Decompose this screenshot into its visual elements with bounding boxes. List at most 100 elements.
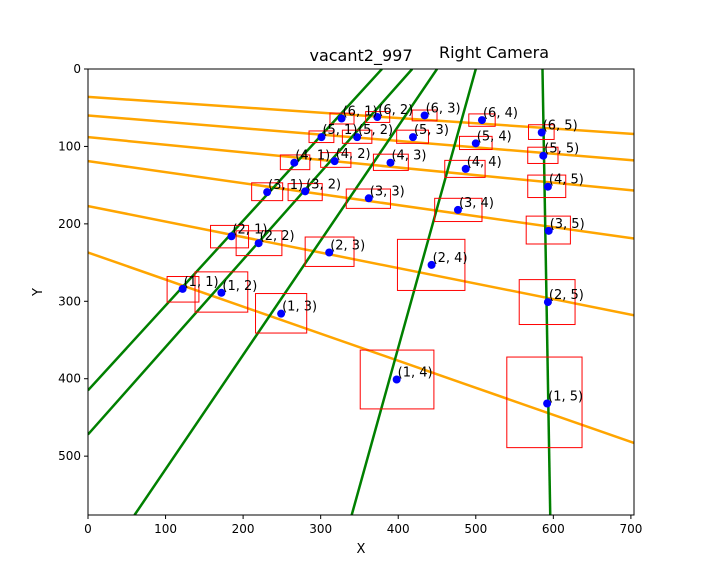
bounding-box	[166, 276, 200, 303]
column-line-3	[133, 69, 439, 515]
point-label: (2, 3)	[330, 239, 365, 254]
chart-subtitle: Right Camera	[439, 43, 549, 62]
data-point	[227, 232, 236, 241]
y-axis-ticks: 0 100 200 300 400 500	[58, 62, 88, 463]
point-label: (3, 1)	[268, 178, 303, 193]
point-label: (2, 5)	[549, 288, 584, 303]
column-line-1	[88, 69, 383, 392]
bounding-box	[411, 109, 438, 122]
point-label: (4, 1)	[295, 149, 330, 164]
chart-title: vacant2_997	[309, 46, 412, 66]
bounding-box	[304, 236, 355, 267]
data-point	[178, 284, 187, 293]
data-points	[178, 111, 553, 408]
bounding-box	[287, 183, 323, 202]
x-tick-label: 200	[232, 522, 255, 536]
point-label: (5, 3)	[414, 123, 449, 138]
point-label: (4, 5)	[549, 173, 584, 188]
point-label: (6, 2)	[378, 103, 413, 118]
data-point	[217, 288, 226, 297]
bounding-box	[458, 135, 493, 151]
point-label: (4, 3)	[391, 149, 426, 164]
point-label: (4, 2)	[336, 147, 371, 162]
bounding-box	[255, 293, 308, 334]
point-label: (3, 4)	[459, 196, 494, 211]
bounding-box	[210, 224, 250, 249]
data-point	[325, 248, 334, 257]
data-point	[373, 113, 382, 122]
point-label: (1, 5)	[548, 390, 583, 405]
bounding-box	[341, 129, 373, 144]
column-line-5	[541, 69, 552, 515]
data-point	[364, 194, 373, 203]
data-point	[263, 188, 272, 197]
data-point	[301, 187, 310, 196]
data-point	[337, 114, 346, 123]
bounding-box	[372, 153, 409, 171]
bounding-box	[194, 271, 249, 313]
bounding-boxes	[166, 109, 583, 449]
point-label: (2, 4)	[433, 251, 468, 266]
bounding-box	[251, 182, 284, 202]
point-label: (3, 3)	[370, 184, 405, 199]
x-tick-label: 600	[542, 522, 565, 536]
point-label: (6, 3)	[426, 101, 461, 116]
point-label: (5, 5)	[544, 142, 579, 157]
y-tick-label: 200	[58, 217, 81, 231]
data-point	[453, 205, 462, 214]
bounding-box	[329, 112, 355, 125]
data-point	[471, 139, 480, 148]
bounding-box	[527, 146, 559, 164]
row-line-2	[88, 204, 634, 317]
y-tick-label: 100	[58, 139, 81, 153]
column-line-4	[350, 69, 477, 515]
data-point	[544, 226, 553, 235]
x-tick-label: 0	[84, 522, 92, 536]
point-label: (5, 2)	[358, 123, 393, 138]
data-point	[353, 133, 362, 142]
x-tick-label: 300	[309, 522, 332, 536]
point-labels: (1, 1) (1, 2)(1, 3)(1, 4)(1, 5)(2, 1)(2, …	[184, 101, 585, 404]
data-point	[290, 158, 299, 167]
point-label: (1, 4)	[398, 365, 433, 380]
bounding-box	[308, 130, 335, 144]
y-tick-label: 500	[58, 449, 81, 463]
point-label: (1, 1)	[184, 275, 219, 290]
bounding-box	[396, 238, 466, 291]
x-tick-label: 500	[464, 522, 487, 536]
y-tick-label: 300	[58, 294, 81, 308]
column-lines	[88, 69, 552, 515]
data-point	[427, 260, 436, 269]
bounding-box	[235, 230, 283, 257]
x-tick-label: 700	[619, 522, 642, 536]
data-point	[277, 309, 286, 318]
bounding-box	[468, 113, 496, 127]
x-tick-label: 100	[154, 522, 177, 536]
row-line-1	[88, 251, 634, 445]
bounding-box	[506, 356, 583, 449]
row-line-3	[88, 159, 634, 240]
data-point	[539, 151, 548, 160]
data-point	[461, 164, 470, 173]
bounding-box	[345, 188, 391, 209]
bounding-box	[525, 215, 571, 245]
bounding-box	[359, 349, 435, 410]
point-label: (3, 2)	[306, 177, 341, 192]
point-label: (1, 3)	[282, 300, 317, 315]
y-tick-label: 0	[73, 62, 81, 76]
bounding-box	[279, 154, 311, 171]
data-point	[543, 298, 552, 307]
bounding-box	[365, 111, 391, 123]
bounding-box	[396, 129, 429, 144]
bounding-box	[320, 152, 352, 168]
plot-frame	[87, 68, 635, 516]
point-label: (6, 1)	[343, 105, 378, 120]
point-label: (4, 4)	[467, 155, 502, 170]
data-point	[543, 399, 552, 408]
data-point	[254, 239, 263, 248]
data-point	[330, 157, 339, 166]
y-tick-label: 400	[58, 372, 81, 386]
point-label: (5, 1)	[322, 123, 357, 138]
y-axis-label: Y	[31, 288, 46, 297]
